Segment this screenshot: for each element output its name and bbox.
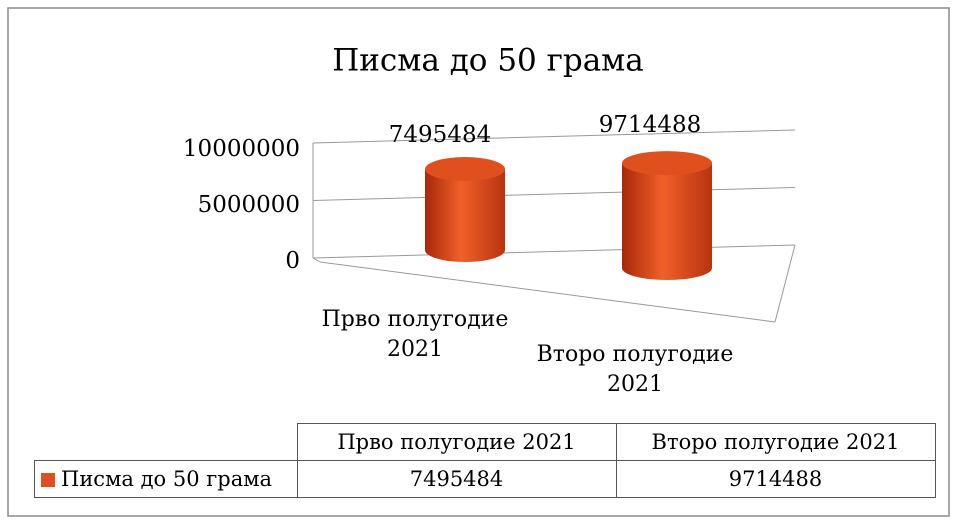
bar-top [622, 151, 712, 176]
x-tick-label: Прво полугодие 2021 [321, 307, 509, 362]
bar-top [425, 157, 505, 182]
side-wall [312, 257, 321, 263]
table-value: 9714488 [615, 460, 936, 498]
blank-cell [34, 423, 298, 461]
legend-label: Писма до 50 грама [61, 467, 273, 491]
value-label: 9714488 [599, 112, 701, 138]
x-tick-label: Второ полугодие 2021 [536, 342, 734, 397]
bar [622, 163, 712, 280]
grid-line [312, 187, 796, 201]
y-tick-label: 5000000 [198, 192, 300, 218]
series-cell: Писма до 50 грама [34, 460, 298, 498]
floor-edge [319, 261, 776, 323]
floor-edge [774, 244, 796, 323]
y-tick-label: 0 [285, 248, 300, 274]
table-header: Прво полугодие 2021 [296, 423, 617, 461]
grid-line [312, 244, 796, 259]
legend-swatch [41, 473, 55, 487]
y-tick-label: 10000000 [183, 136, 300, 162]
chart-border [7, 7, 950, 517]
value-label: 7495484 [389, 122, 491, 148]
table-value: 7495484 [296, 460, 617, 498]
table-header: Второ полугодие 2021 [615, 423, 936, 461]
data-table: Прво полугодие 2021 Второ полугодие 2021… [34, 423, 936, 498]
grid-line [312, 129, 796, 144]
chart-title: Писма до 50 грама [332, 43, 644, 79]
bar [425, 169, 505, 262]
